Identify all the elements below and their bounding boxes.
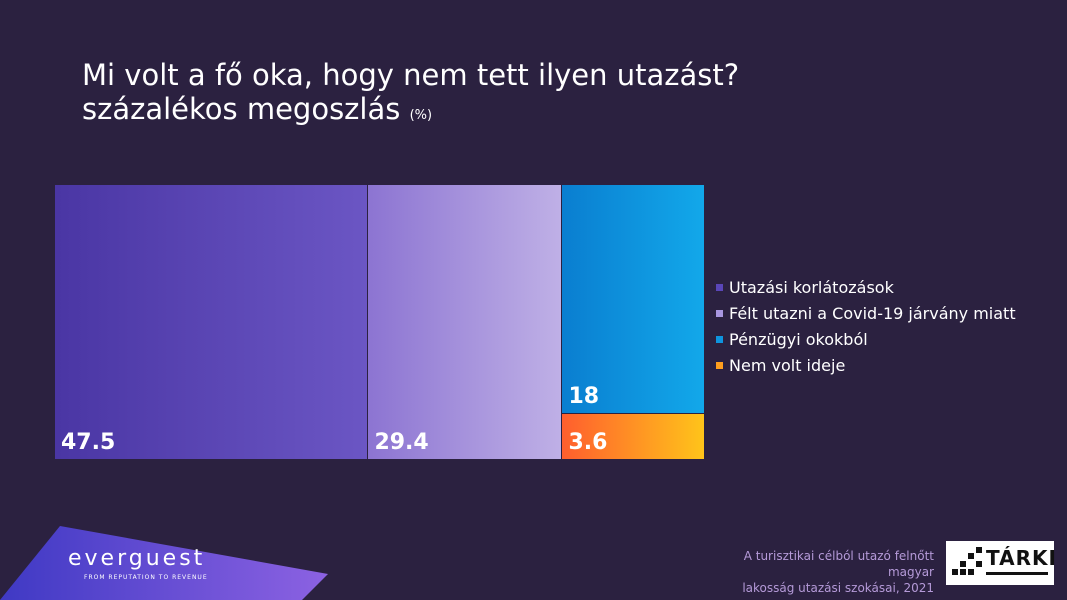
legend-item-1: Utazási korlátozások (716, 274, 1016, 300)
title-unit: (%) (409, 108, 433, 123)
source-note: A turisztikai célból utazó felnőtt magya… (694, 548, 934, 596)
legend-label: Félt utazni a Covid-19 járvány miatt (729, 303, 1016, 323)
data-label-1: 47.5 (61, 430, 116, 455)
source-line-2: lakosság utazási szokásai, 2021 (742, 581, 934, 595)
brand-banner-shape (0, 526, 328, 600)
brand-name: everguest (68, 546, 206, 571)
treemap-cell-1: 47.5 (55, 185, 368, 459)
legend-item-4: Nem volt ideje (716, 352, 1016, 378)
legend-item-2: Félt utazni a Covid-19 járvány miatt (716, 300, 1016, 326)
title-line-1: Mi volt a fő oka, hogy nem tett ilyen ut… (82, 58, 740, 92)
legend-item-3: Pénzügyi okokból (716, 326, 1016, 352)
chart-title: Mi volt a fő oka, hogy nem tett ilyen ut… (82, 58, 739, 133)
legend-label: Pénzügyi okokból (729, 329, 868, 349)
legend-swatch (716, 361, 723, 369)
tarki-logo: TÁRKI (946, 541, 1057, 585)
legend-label: Utazási korlátozások (729, 277, 894, 297)
legend-swatch (716, 283, 723, 291)
legend-swatch (716, 309, 723, 317)
source-line-1: A turisztikai célból utazó felnőtt magya… (743, 549, 934, 579)
brand-tagline: FROM REPUTATION TO REVENUE (84, 574, 208, 581)
treemap-cell-3: 18 (562, 185, 704, 414)
legend-swatch (716, 335, 723, 343)
tarki-logo-icon (952, 547, 982, 575)
data-label-2: 29.4 (374, 430, 429, 455)
treemap-cell-2: 29.4 (368, 185, 562, 459)
data-label-4: 3.6 (568, 429, 608, 455)
title-line-2: százalékos megoszlás (82, 92, 401, 126)
tarki-logo-text: TÁRKI (986, 546, 1057, 570)
chart-legend: Utazási korlátozások Félt utazni a Covid-… (716, 274, 1016, 378)
data-label-3: 18 (568, 384, 600, 410)
everguest-brand: everguest FROM REPUTATION TO REVENUE (0, 524, 330, 600)
treemap-chart: 47.5 29.4 18 3.6 (55, 185, 705, 460)
tarki-logo-bar (986, 572, 1048, 575)
legend-label: Nem volt ideje (729, 355, 846, 375)
treemap-cell-4: 3.6 (562, 414, 704, 459)
